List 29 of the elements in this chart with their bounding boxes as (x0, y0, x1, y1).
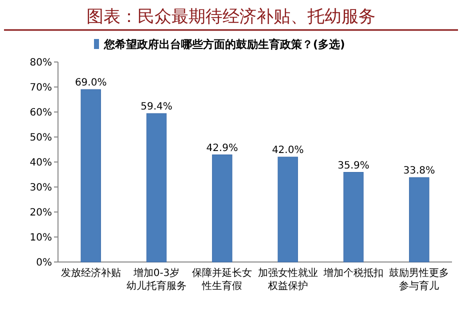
y-tick-label: 60% (30, 108, 52, 118)
data-label: 59.4% (140, 102, 172, 112)
legend-label: 您希望政府出台哪些方面的鼓励生育政策？(多选) (103, 38, 346, 51)
y-tick-label: 30% (30, 182, 52, 194)
data-label: 69.0% (74, 78, 107, 88)
y-tick-label: 70% (30, 82, 52, 94)
data-label: 42.9% (206, 142, 238, 154)
chart-title: 图表：民众最期待经济补贴、托幼服务 (86, 7, 376, 27)
bar (80, 89, 101, 262)
y-tick-label: 20% (30, 208, 52, 218)
y-tick-label: 0% (36, 258, 52, 268)
bar (212, 154, 232, 262)
y-tick-label: 80% (30, 58, 52, 68)
data-label: 42.0% (272, 145, 304, 156)
y-tick-label: 10% (30, 232, 52, 244)
y-tick-label: 40% (30, 158, 52, 168)
x-tick-label: 加强女性就业权益保护 (258, 267, 318, 292)
bar (343, 172, 364, 262)
x-tick-label: 增加个税抵扣 (322, 267, 384, 279)
y-tick-label: 50% (30, 132, 52, 144)
bar (278, 156, 298, 262)
x-tick-label: 保障并延长女性生育假 (192, 267, 252, 292)
bar (146, 113, 167, 262)
x-tick-label: 鼓励男性更多参与育儿 (389, 267, 450, 292)
x-tick-label: 增加0-3岁幼儿托育服务 (126, 267, 186, 292)
data-label: 35.9% (338, 160, 370, 172)
data-label: 33.8% (403, 166, 436, 176)
x-tick-label: 发放经济补贴 (60, 267, 121, 279)
bar (409, 177, 430, 262)
